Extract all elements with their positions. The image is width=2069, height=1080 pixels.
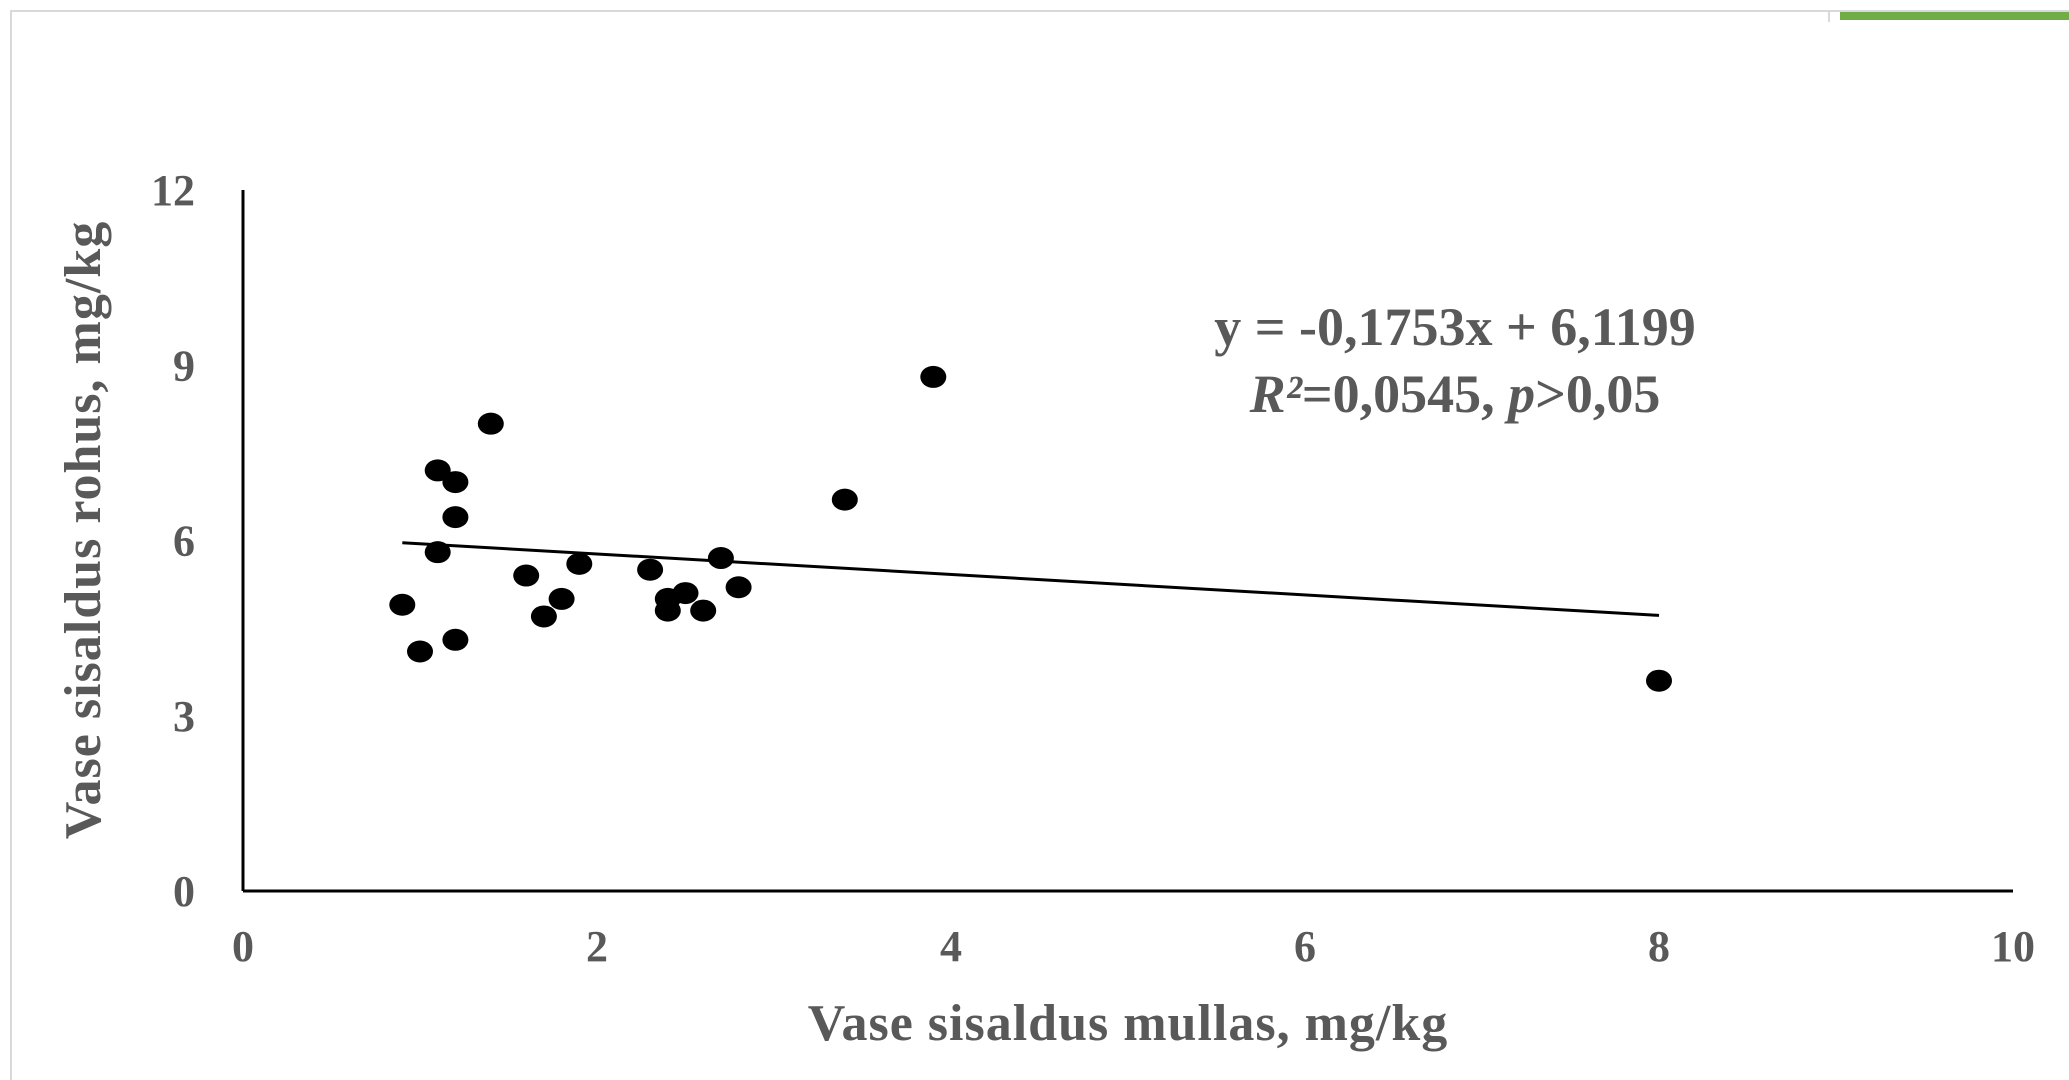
y-tick-label: 12 bbox=[151, 166, 195, 215]
data-points bbox=[389, 365, 1672, 692]
x-tick-labels: 0 2 4 6 8 10 bbox=[232, 922, 2035, 971]
p-symbol: p bbox=[1504, 364, 1535, 424]
data-point bbox=[442, 628, 469, 651]
data-point bbox=[389, 593, 416, 616]
data-point bbox=[672, 582, 699, 605]
data-point bbox=[513, 564, 540, 587]
x-tick-label: 2 bbox=[586, 922, 608, 971]
data-point bbox=[442, 506, 469, 529]
data-point bbox=[690, 599, 717, 622]
data-point bbox=[654, 599, 681, 622]
trendline bbox=[402, 541, 1660, 617]
x-tick-label: 4 bbox=[940, 922, 962, 971]
data-point bbox=[566, 552, 593, 575]
data-point bbox=[407, 640, 433, 663]
y-axis-title: Vase sisaldus rohus, mg/kg bbox=[55, 221, 112, 839]
data-point bbox=[920, 365, 947, 388]
p-value: >0,05 bbox=[1535, 364, 1660, 424]
regression-equation: y = -0,1753x + 6,1199 bbox=[1214, 297, 1696, 357]
regression-stats: R²=0,0545, p>0,05 bbox=[1249, 364, 1661, 424]
data-point bbox=[637, 558, 664, 581]
axes bbox=[241, 190, 2013, 893]
corner-accent-bar bbox=[1840, 12, 2069, 20]
corner-divider bbox=[1828, 12, 1830, 22]
y-tick-labels: 0 3 6 9 12 bbox=[151, 166, 195, 916]
data-point bbox=[424, 541, 451, 564]
x-tick-label: 6 bbox=[1294, 922, 1316, 971]
data-point bbox=[831, 488, 858, 511]
data-point bbox=[477, 412, 504, 435]
r-squared-symbol: R² bbox=[1249, 364, 1304, 424]
data-point bbox=[442, 471, 469, 494]
r-squared-value: =0,0545, bbox=[1302, 364, 1508, 424]
x-tick-label: 0 bbox=[232, 922, 254, 971]
data-point bbox=[530, 605, 557, 628]
data-point bbox=[725, 576, 752, 599]
slide-frame bbox=[10, 10, 2069, 1080]
x-axis-title: Vase sisaldus mullas, mg/kg bbox=[808, 995, 1449, 1052]
y-tick-label: 9 bbox=[173, 341, 195, 390]
y-tick-label: 0 bbox=[173, 867, 195, 916]
y-tick-label: 6 bbox=[173, 517, 195, 566]
trendline-group bbox=[402, 541, 1660, 617]
data-point bbox=[548, 587, 575, 610]
data-point bbox=[707, 547, 734, 570]
x-tick-label: 10 bbox=[1991, 922, 2035, 971]
x-tick-label: 8 bbox=[1648, 922, 1670, 971]
data-point bbox=[424, 459, 451, 482]
data-point bbox=[1646, 669, 1672, 692]
y-tick-label: 3 bbox=[173, 692, 195, 741]
